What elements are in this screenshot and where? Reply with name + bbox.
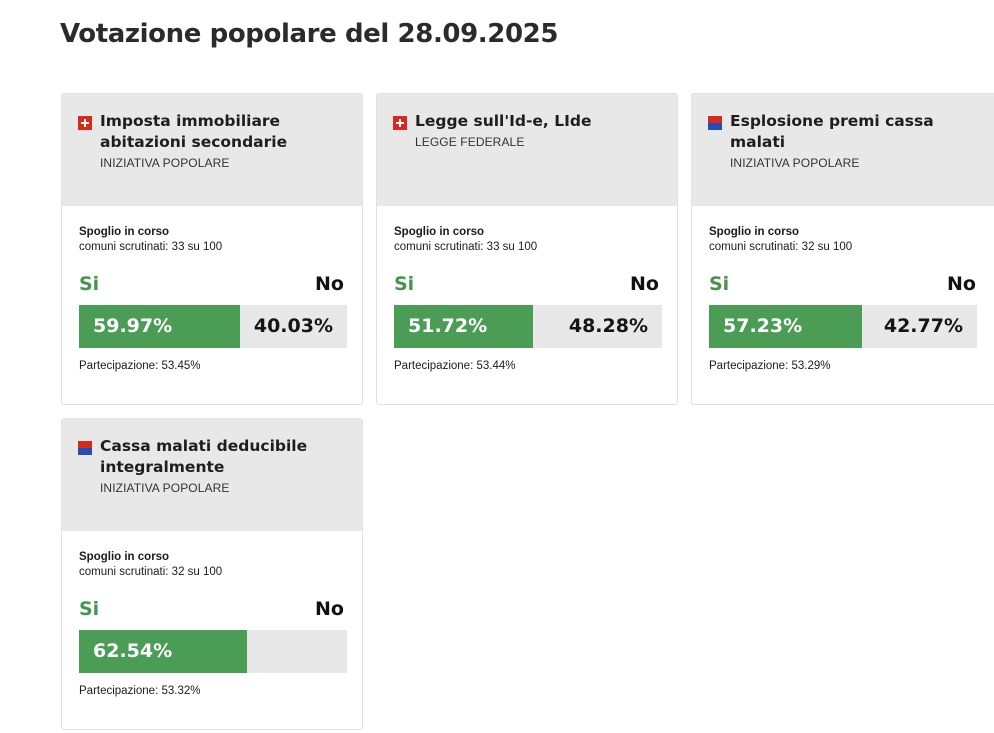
count-progress: comuni scrutinati: 33 su 100 (394, 241, 538, 253)
yes-percent: 51.72% (408, 315, 488, 337)
vote-card-header: Esplosione premi cassa malati INIZIATIVA… (692, 94, 994, 206)
no-percent: 48.28% (568, 315, 648, 337)
no-label: No (630, 273, 659, 295)
page-title: Votazione popolare del 28.09.2025 (60, 19, 559, 49)
yes-percent: 59.97% (93, 315, 173, 337)
ticino-flag-icon (708, 116, 722, 130)
participation: Partecipazione: 53.32% (79, 685, 201, 697)
vote-type: LEGGE FEDERALE (415, 135, 525, 149)
yes-fill-bar (709, 305, 863, 348)
vote-title[interactable]: Cassa malati deducibile integralmente (100, 437, 308, 476)
no-percent: 40.03% (253, 315, 333, 337)
yes-label: Si (79, 273, 100, 295)
vote-title[interactable]: Legge sull'Id-e, LIde (415, 112, 592, 130)
result-bar: 57.23% 42.77% (709, 305, 977, 348)
vote-card-imposta-immobiliare[interactable]: Imposta immobiliare abitazioni secondari… (61, 93, 363, 405)
participation: Partecipazione: 53.45% (79, 360, 201, 372)
count-status: Spoglio in corso (709, 226, 800, 238)
yes-fill-bar (394, 305, 533, 348)
participation: Partecipazione: 53.29% (709, 360, 831, 372)
swiss-flag-icon (78, 116, 92, 130)
vote-card-legge-id-e[interactable]: Legge sull'Id-e, LIde LEGGE FEDERALE Spo… (376, 93, 678, 405)
no-percent: 42.77% (883, 315, 963, 337)
vote-type: INIZIATIVA POPOLARE (100, 156, 230, 170)
result-bar: 51.72% 48.28% (394, 305, 662, 348)
vote-type: INIZIATIVA POPOLARE (730, 156, 860, 170)
vote-title[interactable]: Esplosione premi cassa malati (730, 112, 934, 151)
vote-type: INIZIATIVA POPOLARE (100, 481, 230, 495)
no-label: No (315, 598, 344, 620)
yes-label: Si (709, 273, 730, 295)
vote-card-esplosione-premi[interactable]: Esplosione premi cassa malati INIZIATIVA… (691, 93, 994, 405)
yes-label: Si (79, 598, 100, 620)
yes-fill-bar (79, 305, 240, 348)
yes-fill-bar (79, 630, 247, 673)
vote-card-body: Spoglio in corso comuni scrutinati: 32 s… (62, 531, 362, 697)
vote-card-header: Cassa malati deducibile integralmente IN… (62, 419, 362, 531)
vote-card-cassa-malati-deducibile[interactable]: Cassa malati deducibile integralmente IN… (61, 418, 363, 730)
count-progress: comuni scrutinati: 33 su 100 (79, 241, 223, 253)
ticino-flag-icon (78, 441, 92, 455)
result-bar: 59.97% 40.03% (79, 305, 347, 348)
count-progress: comuni scrutinati: 32 su 100 (79, 566, 223, 578)
vote-title[interactable]: Imposta immobiliare abitazioni secondari… (100, 112, 288, 151)
count-status: Spoglio in corso (79, 551, 170, 563)
vote-card-header: Imposta immobiliare abitazioni secondari… (62, 94, 362, 206)
swiss-flag-icon (393, 116, 407, 130)
result-bar: 62.54% (79, 630, 347, 673)
vote-card-body: Spoglio in corso comuni scrutinati: 32 s… (692, 206, 994, 372)
vote-card-header: Legge sull'Id-e, LIde LEGGE FEDERALE (377, 94, 677, 206)
yes-percent: 57.23% (723, 315, 803, 337)
no-label: No (315, 273, 344, 295)
yes-label: Si (394, 273, 415, 295)
no-label: No (947, 273, 976, 295)
count-status: Spoglio in corso (394, 226, 485, 238)
yes-percent: 62.54% (93, 640, 173, 662)
participation: Partecipazione: 53.44% (394, 360, 516, 372)
vote-card-body: Spoglio in corso comuni scrutinati: 33 s… (377, 206, 677, 372)
count-status: Spoglio in corso (79, 226, 170, 238)
vote-card-body: Spoglio in corso comuni scrutinati: 33 s… (62, 206, 362, 372)
count-progress: comuni scrutinati: 32 su 100 (709, 241, 853, 253)
